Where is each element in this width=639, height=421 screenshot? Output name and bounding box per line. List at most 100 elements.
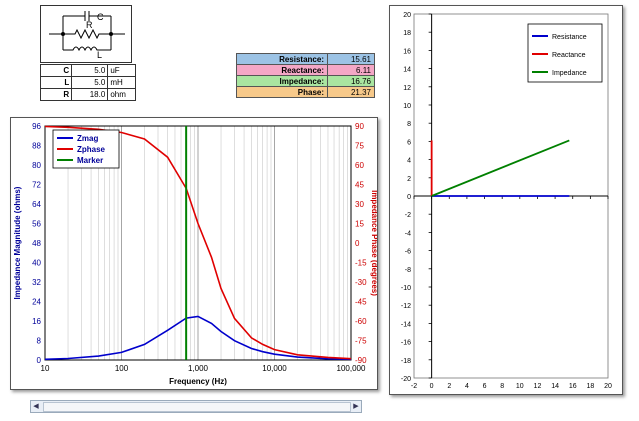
scroll-right-icon[interactable]: ▶ [353, 403, 359, 410]
y-tick-label: -12 [401, 303, 411, 310]
y-tick-label: 4 [407, 158, 411, 165]
result-label: Phase: [236, 86, 328, 98]
y-tick-label: -16 [401, 340, 411, 347]
y-tick-label: -14 [401, 321, 411, 328]
x-tick-label: 18 [586, 383, 594, 390]
y-tick-label: 48 [32, 239, 41, 248]
y-tick-label: 0 [407, 194, 411, 201]
y2-axis-label: Impedance Phase (degrees) [370, 190, 377, 296]
scroll-left-icon[interactable]: ◀ [33, 403, 39, 410]
x-tick-label: 10,000 [262, 364, 287, 373]
y-tick-label: 32 [32, 278, 41, 287]
y-tick-label: -4 [405, 230, 411, 237]
schematic-drawing: C R L [49, 11, 125, 60]
legend-label: Zmag [77, 134, 98, 143]
param-value-l[interactable]: 5.0 [71, 76, 109, 89]
parameter-table: C 5.0 uF L 5.0 mH R 18.0 ohm [39, 64, 136, 101]
y-tick-label: 88 [32, 142, 41, 151]
x-tick-label: 1,000 [188, 364, 209, 373]
y2-tick-label: -45 [355, 298, 367, 307]
y2-tick-label: 45 [355, 181, 364, 190]
x-tick-label: 2 [447, 383, 451, 390]
y-tick-label: 20 [403, 12, 411, 19]
param-row-c: C 5.0 uF [39, 64, 136, 77]
y-axis-label: Impedance Magnitude (ohms) [13, 186, 22, 299]
x-tick-label: 8 [500, 383, 504, 390]
y-tick-label: 24 [32, 298, 41, 307]
circuit-schematic: C R L [40, 5, 132, 63]
param-name: C [39, 64, 73, 77]
results-table: Resistance: 15.61 Reactance: 6.11 Impeda… [236, 53, 375, 98]
x-tick-label: -2 [411, 383, 417, 390]
y2-tick-label: 15 [355, 220, 364, 229]
y-tick-label: 72 [32, 181, 41, 190]
y-tick-label: 8 [37, 337, 42, 346]
legend-label: Marker [77, 156, 103, 165]
y-tick-label: -10 [401, 285, 411, 292]
x-tick-label: 10 [516, 383, 524, 390]
y-tick-label: 10 [403, 103, 411, 110]
y-tick-label: 16 [403, 48, 411, 55]
schematic-label-r: R [86, 20, 93, 30]
impedance-vector-chart: -20 -18 -16 -14 -12 -10 -8 -6 -4 -2 0 2 4 6 8 10 12 14 16 1… [389, 5, 623, 395]
y2-tick-label: 30 [355, 200, 364, 209]
result-value: 15.61 [327, 53, 375, 65]
result-row: Resistance: 15.61 [236, 53, 375, 65]
y-tick-label: 96 [32, 122, 41, 131]
y-tick-label: 18 [403, 30, 411, 37]
result-value: 16.76 [327, 75, 375, 87]
result-row: Impedance: 16.76 [236, 75, 375, 87]
frequency-response-chart: 10 100 1,000 10,000 100,000 0 8 16 24 32 40 48 56 64 7… [10, 117, 379, 390]
param-unit: ohm [107, 88, 136, 101]
y-tick-label: 0 [37, 356, 42, 365]
x-tick-label: 14 [551, 383, 559, 390]
y2-tick-label: -60 [355, 317, 367, 326]
y2-tick-label: 90 [355, 122, 364, 131]
x-tick-label: 16 [569, 383, 577, 390]
param-unit: uF [107, 64, 136, 77]
result-value: 21.37 [327, 86, 375, 98]
series-line-zmag [44, 315, 352, 361]
y-tick-label: 12 [403, 85, 411, 92]
x-tick-label: 4 [465, 383, 469, 390]
x-tick-label: 10 [41, 364, 50, 373]
param-value-c[interactable]: 5.0 [71, 64, 109, 77]
param-name: R [39, 88, 73, 101]
result-label: Reactance: [236, 64, 328, 76]
legend-label: Impedance [552, 70, 587, 77]
y-tick-label: 80 [32, 161, 41, 170]
result-row: Phase: 21.37 [236, 86, 375, 98]
x-tick-label: 6 [483, 383, 487, 390]
vector-chart-svg: -20-18-16-14-12-10-8-6-4-202468101214161… [401, 12, 612, 390]
y-tick-label: 16 [32, 317, 41, 326]
param-row-r: R 18.0 ohm [39, 88, 136, 101]
y-tick-label: 40 [32, 259, 41, 268]
x-tick-label: 12 [534, 383, 542, 390]
y-tick-label: -2 [405, 212, 411, 219]
legend-label: Reactance [552, 52, 586, 59]
y2-tick-label: -15 [355, 259, 367, 268]
param-row-l: L 5.0 mH [39, 76, 136, 89]
param-value-r[interactable]: 18.0 [71, 88, 109, 101]
y-tick-label: -6 [405, 249, 411, 256]
result-row: Reactance: 6.11 [236, 64, 375, 76]
y-tick-label: 64 [32, 200, 41, 209]
y2-tick-label: 60 [355, 161, 364, 170]
param-name: L [39, 76, 73, 89]
y-tick-label: 6 [407, 139, 411, 146]
y2-tick-label: -30 [355, 278, 367, 287]
y-tick-label: -8 [405, 267, 411, 274]
schematic-label-l: L [97, 50, 102, 60]
y-tick-label: 56 [32, 220, 41, 229]
x-axis-label: Frequency (Hz) [169, 377, 227, 386]
legend-label: Zphase [77, 145, 106, 154]
y-tick-label: -20 [401, 376, 411, 383]
y2-tick-label: 0 [355, 239, 360, 248]
scrollbar-thumb[interactable] [43, 402, 351, 412]
frequency-scrollbar[interactable]: ◀ ▶ [30, 400, 362, 413]
y-tick-label: 2 [407, 176, 411, 183]
result-value: 6.11 [327, 64, 375, 76]
vector-impedance [431, 139, 570, 197]
x-tick-label: 100 [115, 364, 129, 373]
legend-label: Resistance [552, 34, 587, 41]
